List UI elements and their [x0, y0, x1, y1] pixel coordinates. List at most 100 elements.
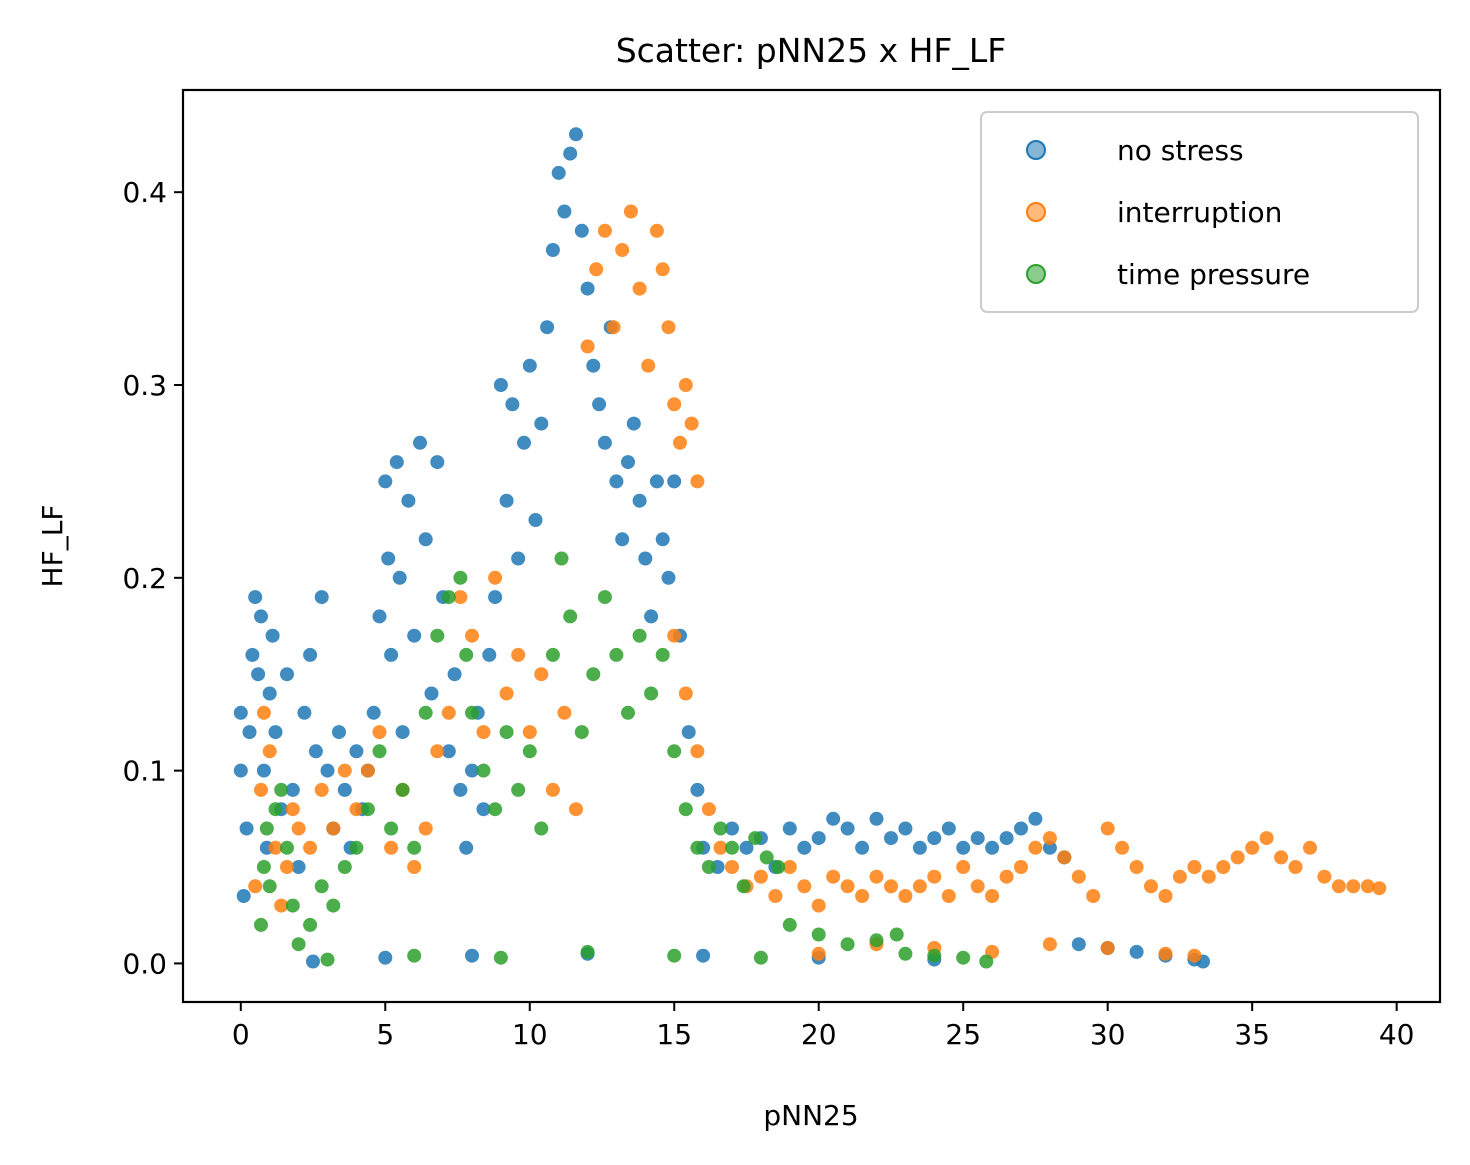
data-point: [493, 378, 508, 392]
data-point: [1028, 840, 1043, 855]
data-point: [589, 262, 604, 277]
data-point: [407, 948, 422, 963]
data-point: [1331, 879, 1346, 894]
data-point: [372, 744, 387, 759]
data-point: [753, 869, 768, 884]
data-point: [580, 281, 595, 296]
data-point: [1216, 860, 1231, 874]
legend-box: [980, 111, 1419, 313]
data-point: [418, 532, 433, 547]
data-point: [626, 416, 641, 431]
data-point: [1360, 879, 1375, 894]
data-point: [797, 879, 812, 894]
data-point: [389, 455, 404, 470]
data-point: [1129, 860, 1144, 874]
data-point: [713, 821, 728, 836]
data-point: [236, 889, 251, 903]
data-point: [1230, 850, 1245, 865]
data-point: [384, 647, 399, 662]
data-point: [1172, 869, 1187, 884]
y-tick-label: 0.2: [122, 562, 167, 595]
data-point: [1057, 850, 1072, 865]
y-tick-label: 0.1: [122, 755, 167, 788]
data-point: [285, 898, 300, 913]
data-point: [649, 223, 664, 238]
data-point: [869, 869, 884, 884]
data-point: [597, 590, 612, 605]
data-point: [1201, 869, 1216, 884]
data-point: [378, 950, 393, 965]
data-point: [332, 725, 346, 740]
data-point: [768, 889, 783, 903]
data-point: [254, 782, 268, 797]
data-point: [262, 686, 277, 701]
data-point: [488, 802, 503, 817]
data-point: [268, 725, 283, 740]
data-point: [690, 744, 705, 759]
data-point: [586, 667, 601, 682]
data-point: [771, 860, 786, 874]
data-point: [1372, 881, 1387, 896]
data-point: [488, 570, 503, 585]
data-point: [430, 628, 445, 643]
data-point: [970, 831, 985, 846]
data-point: [912, 840, 927, 855]
data-point: [378, 474, 393, 489]
series-interruption: [248, 204, 1387, 963]
data-point: [285, 782, 300, 797]
data-point: [430, 455, 445, 470]
data-point: [580, 944, 595, 959]
data-point: [985, 840, 1000, 855]
data-point: [1187, 860, 1202, 874]
series-time-pressure: [254, 551, 994, 969]
data-point: [274, 898, 289, 913]
data-point: [597, 223, 612, 238]
data-point: [1158, 889, 1173, 903]
data-point: [999, 869, 1014, 884]
data-point: [970, 879, 985, 894]
data-point: [274, 782, 289, 797]
data-point: [285, 802, 300, 817]
data-point: [465, 705, 479, 720]
data-point: [459, 647, 474, 662]
legend-label: time pressure: [1117, 258, 1310, 291]
data-point: [869, 933, 884, 948]
data-point: [254, 609, 268, 624]
data-point: [898, 946, 913, 961]
data-point: [349, 802, 364, 817]
data-point: [349, 744, 364, 759]
data-point: [545, 243, 560, 257]
data-point: [632, 493, 647, 508]
data-point: [667, 948, 682, 963]
x-tick-label: 5: [376, 1018, 394, 1051]
data-point: [586, 358, 601, 373]
data-point: [690, 782, 705, 797]
data-point: [308, 744, 323, 759]
data-point: [476, 802, 491, 817]
data-point: [661, 320, 676, 335]
data-point: [540, 320, 555, 335]
data-point: [1259, 831, 1274, 846]
data-point: [534, 416, 549, 431]
data-point: [811, 946, 826, 961]
data-point: [667, 628, 682, 643]
data-point: [418, 705, 433, 720]
data-point: [644, 609, 659, 624]
data-point: [615, 243, 630, 257]
data-point: [979, 954, 994, 969]
data-point: [713, 840, 728, 855]
data-point: [855, 889, 870, 903]
data-point: [739, 840, 754, 855]
data-point: [606, 320, 621, 335]
data-point: [884, 831, 898, 846]
data-point: [753, 950, 768, 965]
data-point: [941, 821, 956, 836]
data-point: [314, 782, 329, 797]
y-axis-label: HF_LF: [36, 505, 69, 588]
data-point: [898, 821, 913, 836]
data-point: [251, 667, 266, 682]
data-point: [898, 889, 913, 903]
data-point: [557, 204, 572, 219]
data-point: [306, 954, 320, 969]
data-point: [1317, 869, 1332, 884]
